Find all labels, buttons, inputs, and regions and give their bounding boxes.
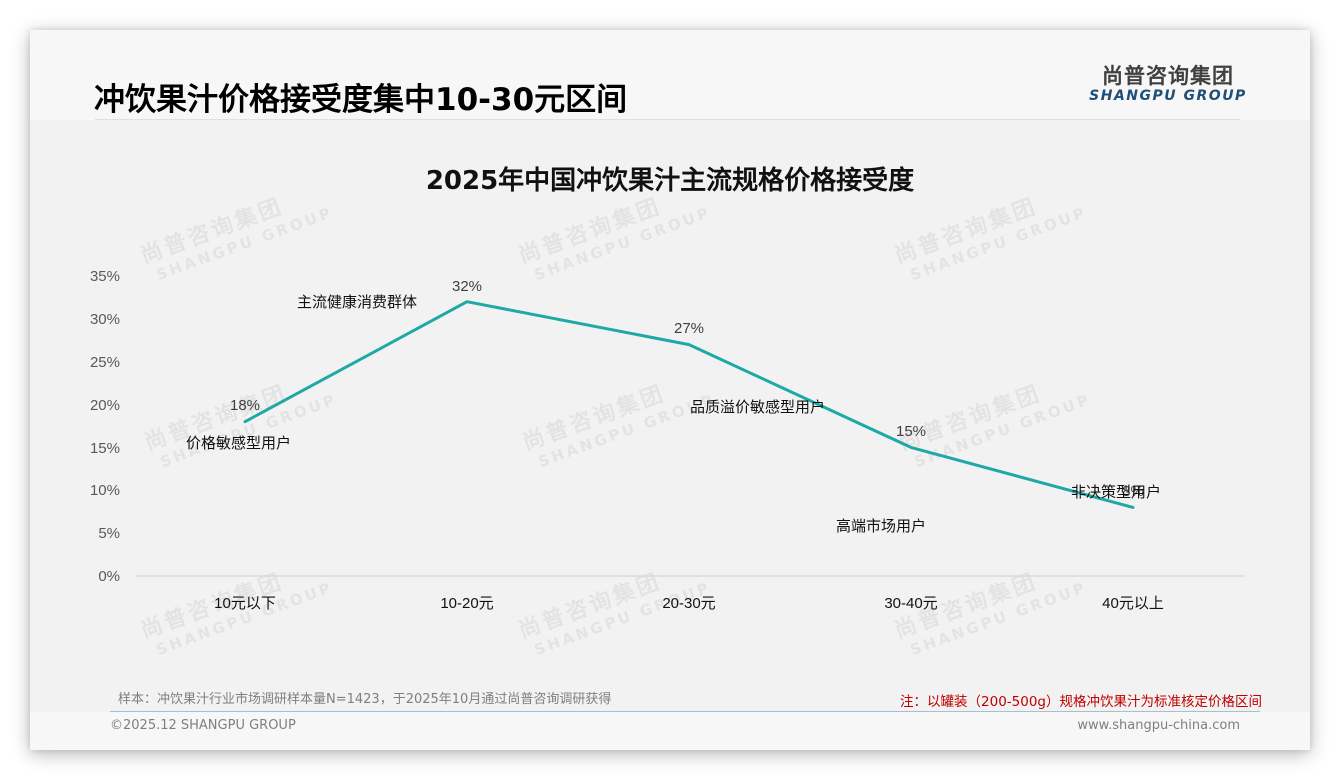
- data-label: 27%: [674, 320, 704, 337]
- x-tick: 30-40元: [884, 595, 937, 612]
- x-axis: 10元以下 10-20元 20-30元 30-40元 40元以上: [214, 595, 1164, 612]
- slide: 冲饮果汁价格接受度集中10-30元区间 尚普咨询集团 SHANGPU GROUP…: [30, 30, 1310, 750]
- y-tick: 0%: [98, 568, 120, 585]
- chart-title: 2025年中国冲饮果汁主流规格价格接受度: [425, 166, 915, 196]
- y-axis: 0% 5% 10% 15% 20% 25% 30% 35%: [90, 268, 120, 585]
- data-label: 8%: [1122, 483, 1144, 500]
- data-label: 15%: [896, 423, 926, 440]
- x-tick: 40元以上: [1102, 595, 1164, 612]
- methodology-note: 注：以罐装（200-500g）规格冲饮果汁为标准核定价格区间: [900, 694, 1262, 710]
- annotation-quality-premium: 品质溢价敏感型用户: [690, 399, 825, 416]
- header-divider: [95, 119, 1240, 120]
- y-tick: 30%: [90, 311, 120, 328]
- website-link[interactable]: www.shangpu-china.com: [1077, 718, 1240, 733]
- y-tick: 5%: [98, 525, 120, 542]
- logo-english-text: SHANGPU GROUP: [1089, 88, 1247, 104]
- annotations: 价格敏感型用户 主流健康消费群体 品质溢价敏感型用户 高端市场用户 非决策型用户: [186, 294, 1161, 535]
- annotation-mainstream: 主流健康消费群体: [297, 294, 417, 311]
- page-title: 冲饮果汁价格接受度集中10-30元区间: [94, 82, 628, 118]
- data-label: 18%: [230, 397, 260, 414]
- annotation-non-decision: 非决策型用户: [1071, 484, 1161, 501]
- y-tick: 35%: [90, 268, 120, 285]
- series-line: [243, 300, 1135, 509]
- y-tick: 15%: [90, 440, 120, 457]
- x-tick: 10元以下: [214, 595, 276, 612]
- annotation-high-end: 高端市场用户: [836, 518, 926, 535]
- line-chart: 0% 5% 10% 15% 20% 25% 30% 35% 10元以下 10-2…: [90, 268, 1245, 612]
- copyright: ©2025.12 SHANGPU GROUP: [110, 718, 296, 733]
- data-labels: 18% 32% 27% 15% 8%: [230, 278, 1144, 500]
- logo-chinese-text: 尚普咨询集团: [1102, 64, 1234, 88]
- annotation-price-sensitive: 价格敏感型用户: [186, 435, 291, 452]
- x-tick: 10-20元: [440, 595, 493, 612]
- header-band: [30, 30, 1310, 120]
- company-logo: 尚普咨询集团 SHANGPU GROUP: [1088, 64, 1248, 104]
- footer-band: [30, 712, 1310, 750]
- sample-note: 样本：冲饮果汁行业市场调研样本量N=1423，于2025年10月通过尚普咨询调研…: [118, 692, 612, 707]
- y-tick: 10%: [90, 482, 120, 499]
- footer-divider: [110, 711, 1260, 712]
- y-tick: 25%: [90, 354, 120, 371]
- data-label: 32%: [452, 278, 482, 295]
- y-tick: 20%: [90, 397, 120, 414]
- x-tick: 20-30元: [662, 595, 715, 612]
